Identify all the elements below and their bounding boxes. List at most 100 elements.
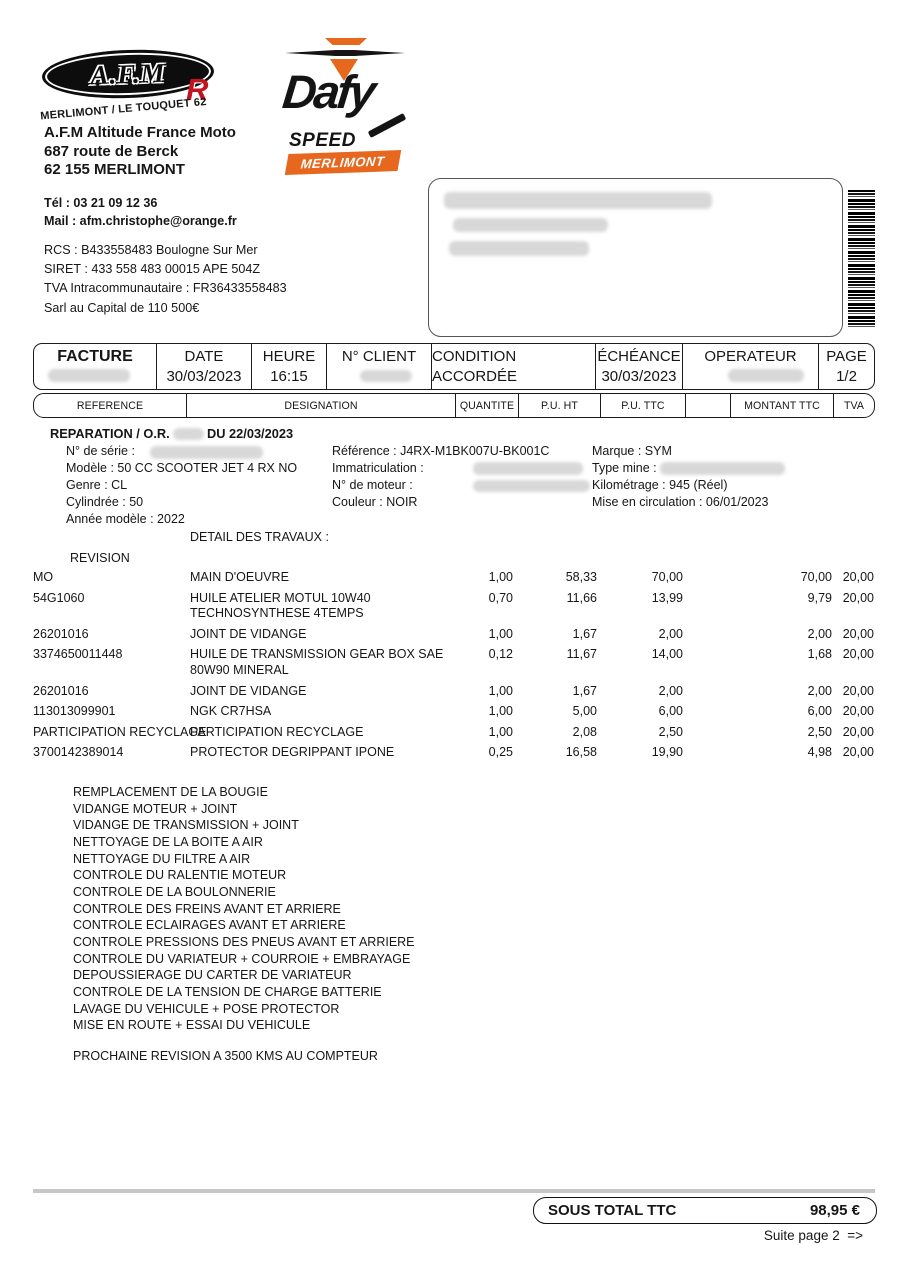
worklist-line: REMPLACEMENT DE LA BOUGIE bbox=[73, 785, 268, 799]
item-montant-ttc: 2,50 bbox=[807, 724, 832, 739]
item-pu-ttc: 2,00 bbox=[658, 626, 683, 641]
item-montant-ttc: 2,00 bbox=[807, 683, 832, 698]
col-tva: TVA bbox=[843, 399, 865, 412]
item-pu-ht: 1,67 bbox=[572, 683, 597, 698]
table-row: 3374650011448 HUILE DE TRANSMISSION GEAR… bbox=[33, 647, 875, 679]
repair-order-title: REPARATION / O.R. DU 22/03/2023 bbox=[50, 426, 450, 441]
item-pu-ttc: 14,00 bbox=[651, 647, 683, 662]
afm-logo: A.F.M R MERLIMONT / LE TOUQUET 62 bbox=[40, 46, 235, 126]
item-quantity: 1,00 bbox=[488, 570, 513, 584]
repair-title-left: REPARATION / O.R. bbox=[50, 426, 170, 441]
company-name: A.F.M Altitude France Moto bbox=[44, 124, 236, 141]
worklist-line: CONTROLE DE LA TENSION DE CHARGE BATTERI… bbox=[73, 984, 382, 999]
item-tva: 20,00 bbox=[842, 647, 874, 662]
dafy-speed-text: SPEED bbox=[289, 130, 356, 151]
redacted-recipient-line bbox=[449, 241, 589, 256]
dafy-cap-shape bbox=[325, 38, 367, 45]
col-quantite: QUANTITE bbox=[456, 394, 519, 417]
echeance-cell: ÉCHÉANCE 30/03/2023 bbox=[596, 344, 683, 389]
page-cell: PAGE 1/2 bbox=[819, 344, 874, 389]
afm-logo-text: A.F.M bbox=[89, 57, 166, 90]
dafy-swoosh-shape bbox=[285, 50, 405, 56]
item-designation: HUILE ATELIER MOTUL 10W40 TECHNOSYNTHESE… bbox=[190, 590, 371, 621]
dafy-speed-logo: Dafy SPEED MERLIMONT bbox=[280, 38, 411, 178]
redacted-engine-number bbox=[473, 480, 590, 492]
col-reference: REFERENCE bbox=[34, 394, 187, 417]
invoice-header-table: FACTURE DATE 30/03/2023 HEURE 16:15 N° C… bbox=[33, 343, 875, 390]
item-reference: 113013099901 bbox=[33, 704, 116, 719]
echeance-value: 30/03/2023 bbox=[601, 367, 677, 385]
item-montant-ttc: 2,00 bbox=[807, 626, 832, 641]
item-tva: 20,00 bbox=[842, 626, 874, 641]
company-email: Mail : afm.christophe@orange.fr bbox=[44, 214, 237, 228]
item-quantity: 1,00 bbox=[488, 724, 513, 739]
company-street: 687 route de Berck bbox=[44, 142, 179, 160]
item-reference: 54G1060 bbox=[33, 590, 85, 605]
vehicle-info-col2: Référence : J4RX-M1BK007U-BK001C Immatric… bbox=[332, 443, 549, 511]
redacted-recipient-line bbox=[444, 192, 712, 209]
client-cell: N° CLIENT bbox=[327, 344, 432, 389]
item-quantity: 1,00 bbox=[488, 683, 513, 698]
worklist-line: CONTROLE DU VARIATEUR + COURROIE + EMBRA… bbox=[73, 951, 411, 966]
worklist-line: MISE EN ROUTE + ESSAI DU VEHICULE bbox=[73, 1018, 311, 1033]
redacted-serial-number bbox=[150, 446, 263, 459]
worklist-line: VIDANGE DE TRANSMISSION + JOINT bbox=[73, 818, 299, 833]
item-quantity: 0,25 bbox=[488, 745, 513, 760]
worklist-line: NETTOYAGE DE LA BOITE A AIR bbox=[73, 834, 263, 849]
item-pu-ttc: 70,00 bbox=[651, 570, 683, 584]
worklist-line: DEPOUSSIERAGE DU CARTER DE VARIATEUR bbox=[73, 968, 352, 983]
worklist-line: CONTROLE DU RALENTIE MOTEUR bbox=[73, 868, 287, 883]
item-pu-ht: 58,33 bbox=[565, 570, 597, 584]
vehicle-info-line: Mise en circulation : 06/01/2023 bbox=[592, 495, 769, 510]
company-tva: TVA Intracommunautaire : FR36433558483 bbox=[44, 281, 287, 296]
item-tva: 20,00 bbox=[842, 724, 874, 739]
heure-value: 16:15 bbox=[270, 367, 308, 385]
date-cell: DATE 30/03/2023 bbox=[157, 344, 252, 389]
dafy-triangle-icon bbox=[330, 59, 358, 81]
condition-label: CONDITION ACCORDÉE bbox=[432, 348, 518, 385]
item-pu-ht: 11,67 bbox=[566, 647, 597, 662]
company-capital: Sarl au Capital de 110 500€ bbox=[44, 300, 200, 315]
worklist-line: VIDANGE MOTEUR + JOINT bbox=[73, 801, 238, 816]
dafy-tail-shape bbox=[367, 113, 407, 138]
vehicle-info-line: Kilométrage : 945 (Réel) bbox=[592, 478, 728, 493]
vehicle-info-line: Référence : J4RX-M1BK007U-BK001C bbox=[332, 444, 550, 458]
company-city: 62 155 MERLIMONT bbox=[44, 161, 185, 179]
redacted-recipient-line bbox=[453, 218, 608, 232]
item-pu-ht: 11,66 bbox=[566, 590, 597, 605]
dafy-logo-text: Dafy bbox=[280, 65, 376, 118]
worklist-line: CONTROLE ECLAIRAGES AVANT ET ARRIERE bbox=[73, 918, 346, 933]
item-quantity: 1,00 bbox=[488, 626, 513, 641]
table-row: 113013099901 NGK CR7HSA 1,00 5,00 6,00 6… bbox=[33, 704, 875, 720]
table-row: MO MAIN D'OEUVRE 1,00 58,33 70,00 70,00 … bbox=[33, 570, 875, 586]
item-reference: PARTICIPATION RECYCLAGE bbox=[33, 724, 207, 739]
item-designation: PROTECTOR DEGRIPPANT IPONE bbox=[190, 745, 395, 760]
item-tva: 20,00 bbox=[842, 570, 874, 584]
item-designation: MAIN D'OEUVRE bbox=[190, 570, 289, 584]
dafy-badge-text: MERLIMONT bbox=[300, 153, 386, 172]
item-quantity: 0,12 bbox=[488, 647, 513, 662]
item-reference: 26201016 bbox=[33, 683, 89, 698]
item-reference: 3374650011448 bbox=[33, 647, 123, 662]
company-contact-block: Tél : 03 21 09 12 36 Mail : afm.christop… bbox=[44, 194, 237, 230]
item-pu-ttc: 2,00 bbox=[658, 683, 683, 698]
vehicle-info-line: Genre : CL bbox=[66, 478, 128, 493]
date-value: 30/03/2023 bbox=[166, 367, 242, 385]
item-designation: PARTICIPATION RECYCLAGE bbox=[190, 724, 364, 739]
table-row: 3700142389014 PROTECTOR DEGRIPPANT IPONE… bbox=[33, 745, 875, 761]
company-siret: SIRET : 433 558 483 00015 APE 504Z bbox=[44, 262, 261, 277]
page-label: PAGE bbox=[826, 348, 867, 365]
item-tva: 20,00 bbox=[842, 745, 874, 760]
operateur-cell: OPERATEUR bbox=[683, 344, 819, 389]
facture-cell: FACTURE bbox=[34, 344, 157, 389]
heure-label: HEURE bbox=[262, 348, 316, 365]
redacted-operateur bbox=[728, 369, 804, 382]
item-tva: 20,00 bbox=[842, 590, 874, 605]
company-phone: Tél : 03 21 09 12 36 bbox=[44, 196, 158, 210]
redacted-immatriculation bbox=[473, 462, 583, 475]
worklist-line: CONTROLE DES FREINS AVANT ET ARRIERE bbox=[73, 901, 341, 916]
item-montant-ttc: 4,98 bbox=[807, 745, 832, 760]
item-montant-ttc: 9,79 bbox=[807, 590, 832, 605]
vehicle-info-line: Année modèle : 2022 bbox=[66, 512, 185, 527]
barcode bbox=[848, 190, 875, 328]
